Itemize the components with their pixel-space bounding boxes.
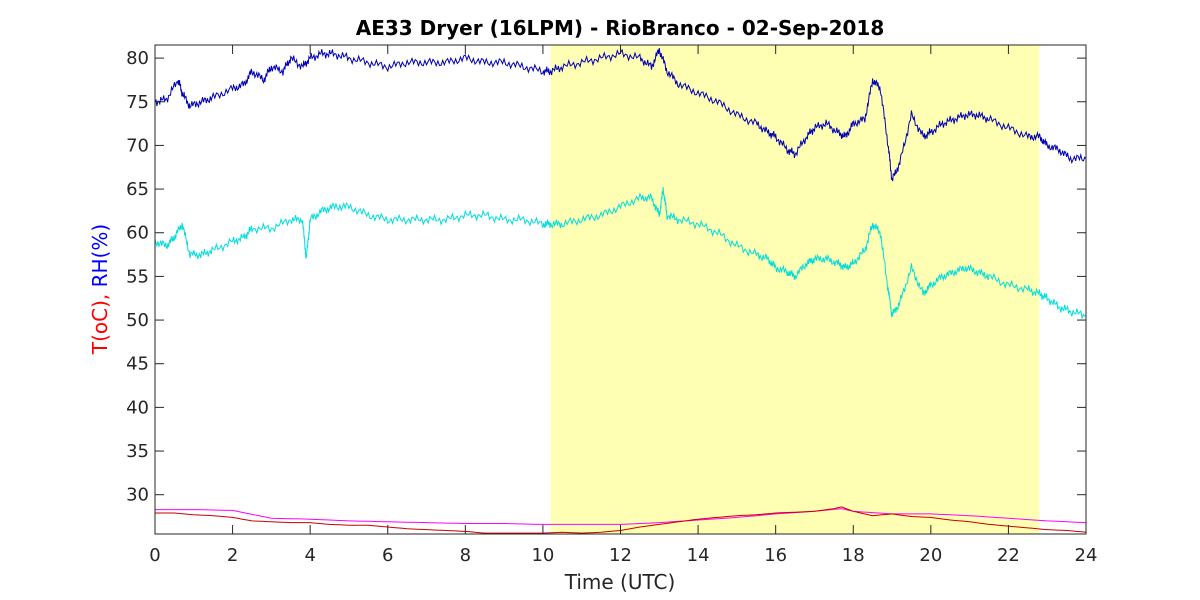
series-line-1 [154, 187, 1087, 320]
x-tick-label: 22 [997, 545, 1020, 566]
y-tick-label: 40 [126, 397, 149, 418]
x-tick-label: 18 [842, 545, 865, 566]
x-tick-label: 10 [531, 545, 554, 566]
x-tick-label: 8 [460, 545, 471, 566]
series-line-0 [154, 48, 1087, 182]
y-tick-label: 75 [126, 92, 149, 113]
x-tick-label: 4 [304, 545, 315, 566]
x-tick-label: 20 [919, 545, 942, 566]
x-axis-label: Time (UTC) [564, 570, 676, 594]
x-tick-label: 16 [764, 545, 787, 566]
series-layer [154, 48, 1087, 534]
x-tick-label: 0 [149, 545, 160, 566]
y-tick-label: 45 [126, 354, 149, 375]
x-tick-label: 24 [1075, 545, 1098, 566]
y-tick-label: 35 [126, 441, 149, 462]
y-tick-label: 55 [126, 266, 149, 287]
series-line-2 [155, 508, 1087, 525]
y-tick-label: 65 [126, 179, 149, 200]
chart-title: AE33 Dryer (16LPM) - RioBranco - 02-Sep-… [356, 16, 885, 40]
y-axis-label: T(oC), RH(%) [88, 224, 112, 355]
ticks-layer: 0 2 4 6 8 10 12 14 16 18 20 22 243035404550556065707… [126, 45, 1097, 566]
x-tick-label: 12 [609, 545, 632, 566]
x-tick-label: 14 [687, 545, 710, 566]
y-tick-label: 80 [126, 48, 149, 69]
x-tick-label: 6 [382, 545, 393, 566]
y-tick-label: 70 [126, 135, 149, 156]
series-line-3 [155, 506, 1087, 534]
highlight-band [550, 45, 1040, 534]
y-axis-label-humidity: RH(%) [88, 224, 112, 288]
y-tick-label: 30 [126, 485, 149, 506]
y-tick-label: 50 [126, 310, 149, 331]
x-tick-label: 2 [227, 545, 238, 566]
y-tick-label: 60 [126, 223, 149, 244]
y-axis-label-temperature: T(oC), [88, 287, 112, 355]
